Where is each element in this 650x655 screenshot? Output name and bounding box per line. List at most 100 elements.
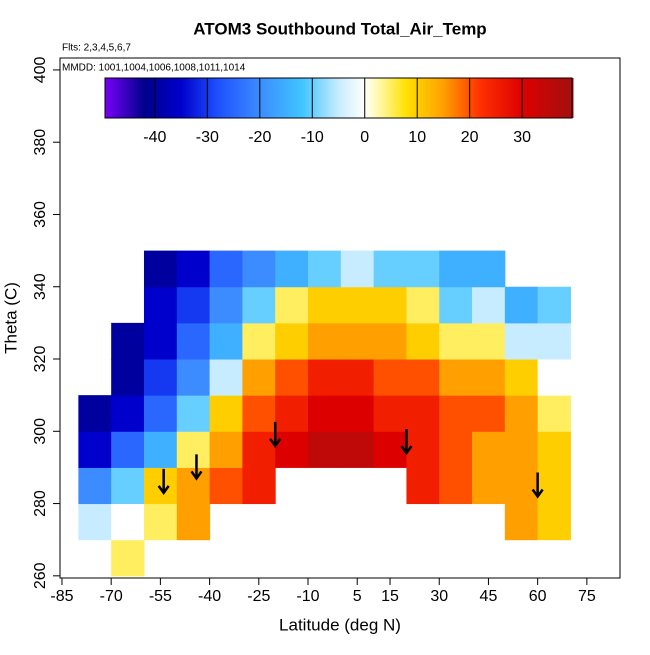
colorbar-swatch (479, 78, 482, 118)
colorbar-swatch (167, 78, 170, 118)
x-tick-label: 15 (381, 588, 399, 605)
heat-cell (78, 467, 112, 505)
colorbar-swatch (153, 78, 156, 118)
colorbar-swatch (155, 78, 158, 118)
colorbar-swatch (263, 78, 266, 118)
heat-cell (373, 431, 407, 468)
colorbar-swatch (143, 78, 146, 118)
heat-cell (176, 359, 211, 396)
heat-cell (406, 359, 440, 396)
y-tick-label: 360 (32, 201, 49, 228)
colorbar-swatch (239, 78, 242, 118)
heat-cell (111, 503, 145, 541)
colorbar-swatch (395, 78, 398, 118)
heat-cell (406, 286, 440, 324)
colorbar-swatch (221, 78, 224, 118)
colorbar-swatch (319, 78, 322, 118)
heat-cell (143, 395, 178, 432)
heat-cell (406, 431, 440, 468)
colorbar-swatch (331, 78, 334, 118)
colorbar-swatch (341, 78, 344, 118)
colorbar-swatch (243, 78, 246, 118)
colorbar-swatch (175, 78, 178, 118)
heat-cell (143, 431, 178, 468)
colorbar-swatch (297, 78, 300, 118)
colorbar-swatch (115, 78, 118, 118)
colorbar-swatch (179, 78, 182, 118)
colorbar-swatch (133, 78, 136, 118)
heat-cell (537, 395, 571, 432)
heat-cell (340, 395, 375, 432)
colorbar-tick-label: 0 (360, 129, 369, 146)
colorbar-swatch (225, 78, 228, 118)
colorbar-swatch (273, 78, 276, 118)
colorbar-swatch (141, 78, 144, 118)
colorbar-swatch (223, 78, 226, 118)
colorbar-swatch (265, 78, 268, 118)
colorbar-swatch (267, 78, 270, 118)
colorbar-swatch (137, 78, 140, 118)
x-tick-label: -85 (50, 588, 73, 605)
colorbar-swatch (245, 78, 248, 118)
colorbar-swatch (333, 78, 336, 118)
colorbar-swatch (369, 78, 372, 118)
colorbar-swatch (215, 78, 218, 118)
colorbar-swatch (541, 78, 544, 118)
heat-cell (472, 250, 506, 288)
colorbar-swatch (329, 78, 332, 118)
chart-title: ATOM3 Southbound Total_Air_Temp (193, 19, 486, 38)
colorbar-swatch (535, 78, 538, 118)
colorbar-swatch (451, 78, 454, 118)
heat-cell (143, 503, 178, 541)
heat-cell (111, 359, 145, 396)
colorbar-swatch (353, 78, 356, 118)
heat-cell (143, 359, 178, 396)
heat-cell (504, 322, 539, 360)
colorbar-swatch (393, 78, 396, 118)
colorbar-swatch (449, 78, 452, 118)
colorbar-swatch (129, 78, 132, 118)
colorbar-swatch (453, 78, 456, 118)
colorbar-swatch (191, 78, 194, 118)
x-tick-label: -25 (247, 588, 270, 605)
colorbar-swatch (257, 78, 260, 118)
colorbar-swatch (161, 78, 164, 118)
colorbar-swatch (411, 78, 414, 118)
colorbar-swatch (475, 78, 478, 118)
heat-cell (176, 503, 211, 541)
colorbar-swatch (315, 78, 318, 118)
heat-cell (340, 286, 375, 324)
colorbar-swatch (271, 78, 274, 118)
annotation: Flts: 2,3,4,5,6,7 (62, 43, 131, 54)
colorbar-swatch (481, 78, 484, 118)
heat-cell (373, 286, 407, 324)
colorbar-swatch (237, 78, 240, 118)
colorbar-swatch (527, 78, 530, 118)
heat-cell (176, 431, 211, 468)
colorbar-swatch (371, 78, 374, 118)
heat-cell (472, 322, 506, 360)
heat-cell (504, 503, 539, 541)
colorbar-swatch (205, 78, 208, 118)
colorbar-swatch (497, 78, 500, 118)
colorbar-swatch (445, 78, 448, 118)
colorbar-swatch (119, 78, 122, 118)
heat-cell (209, 431, 243, 468)
colorbar-swatch (461, 78, 464, 118)
colorbar-swatch (279, 78, 282, 118)
heat-cell (504, 467, 539, 505)
heat-cell (209, 286, 243, 324)
heat-cell (406, 250, 440, 288)
colorbar-swatch (473, 78, 476, 118)
heat-cell (308, 322, 342, 360)
colorbar-swatch (437, 78, 440, 118)
heat-cell (143, 250, 178, 288)
colorbar-swatch (545, 78, 548, 118)
colorbar-swatch (365, 78, 368, 118)
colorbar-swatch (361, 78, 364, 118)
colorbar-swatch (151, 78, 154, 118)
colorbar-swatch (561, 78, 564, 118)
heat-cell (439, 395, 473, 432)
colorbar-swatch (551, 78, 554, 118)
